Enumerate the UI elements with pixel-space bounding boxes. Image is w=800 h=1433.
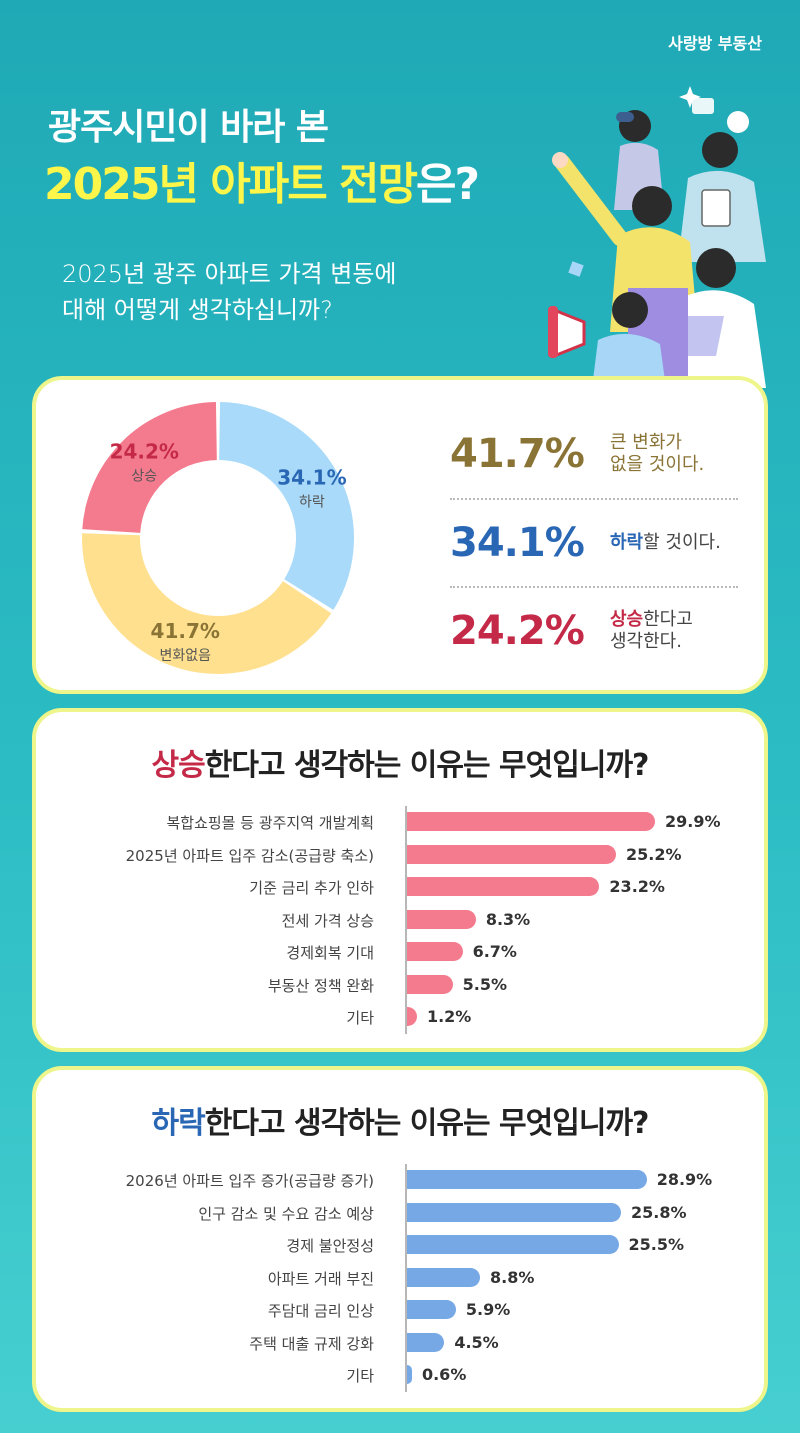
rise-bar — [407, 974, 453, 994]
fall-title-rest: 한다고 생각하는 이유는 무엇입니까? — [204, 1106, 650, 1141]
legend-row-fall: 34.1% 하락할 것이다. — [450, 498, 738, 586]
legend-text-rise: 상승한다고 생각한다. — [610, 609, 693, 652]
rise-title-highlight: 상승 — [151, 748, 206, 783]
rise-category-label: 복합쇼핑몰 등 광주지역 개발계획 — [166, 814, 374, 832]
rise-axis-line — [405, 806, 407, 1034]
rise-value-label: 25.2% — [626, 844, 682, 864]
fall-axis-line — [405, 1164, 407, 1392]
donut-value-nochange: 41.7% — [151, 619, 220, 643]
rise-bar-row: 부동산 정책 완화 5.5% — [36, 969, 764, 1002]
fall-title-highlight: 하락 — [151, 1106, 206, 1141]
rise-reasons-bar-chart: 복합쇼핑몰 등 광주지역 개발계획 29.9% 2025년 아파트 입주 감소(공급… — [36, 806, 764, 1034]
rise-value-label: 5.5% — [462, 974, 507, 994]
fall-bar — [407, 1300, 456, 1319]
fall-value-label: 28.9% — [656, 1170, 713, 1189]
rise-category-label: 전세 가격 상승 — [281, 911, 374, 930]
rise-bar — [407, 942, 463, 961]
rise-reasons-card: 상승한다고 생각하는 이유는 무엇입니까? 복합쇼핑몰 등 광주지역 개발계획 2… — [32, 708, 768, 1052]
title-highlight: 2025년 아파트 전망 — [44, 159, 418, 210]
fall-value-label: 25.8% — [630, 1202, 687, 1222]
legend-text-fall: 하락할 것이다. — [610, 532, 721, 553]
donut-value-rise: 24.2% — [110, 439, 179, 463]
rise-bar — [407, 1007, 417, 1026]
fall-bar-row: 주택 대출 규제 강화 4.5% — [36, 1327, 764, 1360]
fall-reasons-bar-chart: 2026년 아파트 입주 증가(공급량 증가) 28.9% 인구 감소 및 수요 감… — [36, 1164, 764, 1392]
fall-bar-row: 경제 불안정성 25.5% — [36, 1229, 764, 1262]
fall-value-label: 25.5% — [628, 1235, 685, 1254]
title-line-1: 광주시민이 바라 본 — [48, 107, 329, 148]
people-illustration — [548, 86, 766, 388]
legend-pct-fall: 34.1% — [450, 520, 585, 566]
rise-category-label: 기타 — [346, 1009, 374, 1027]
rise-reasons-title: 상승한다고 생각하는 이유는 무엇입니까? — [36, 740, 764, 784]
fall-bar — [407, 1170, 647, 1189]
fall-reasons-title: 하락한다고 생각하는 이유는 무엇입니까? — [36, 1098, 764, 1142]
donut-slice-nochange — [81, 533, 332, 674]
donut-label-rise: 상승 — [131, 468, 157, 484]
price-change-card: 34.1% 하락 41.7% 변화없음 24.2% 상승 41.7% 큰 변화가 없을 것이다… — [32, 376, 768, 694]
legend-pct-rise: 24.2% — [450, 608, 585, 654]
question-line-2: 대해 어떻게 생각하십니까? — [62, 296, 333, 324]
rise-category-label: 2025년 아파트 입주 감소(공급량 축소) — [125, 846, 374, 865]
rise-value-label: 1.2% — [426, 1007, 472, 1026]
fall-bar — [407, 1202, 621, 1222]
survey-question: 2025년 광주 아파트 가격 변동에 대해 어떻게 생각하십니까? — [62, 256, 522, 328]
donut-label-fall: 하락 — [299, 495, 325, 511]
legend-row-nochange: 41.7% 큰 변화가 없을 것이다. — [450, 410, 738, 498]
rise-bar-row: 경제회복 기대 6.7% — [36, 936, 764, 969]
fall-category-label: 아파트 거래 부진 — [267, 1269, 374, 1288]
price-change-donut-chart: 34.1% 하락 41.7% 변화없음 24.2% 상승 — [81, 402, 355, 674]
question-line-1: 2025년 광주 아파트 가격 변동에 — [62, 260, 397, 288]
fall-reasons-card: 하락한다고 생각하는 이유는 무엇입니까? 2026년 아파트 입주 증가(공급… — [32, 1066, 768, 1412]
rise-value-label: 8.3% — [485, 909, 531, 929]
fall-bar-row: 주담대 금리 인상 5.9% — [36, 1294, 764, 1327]
rise-bar-row: 기타 1.2% — [36, 1001, 764, 1034]
legend-pct-nochange: 41.7% — [450, 431, 585, 477]
donut-label-nochange: 변화없음 — [159, 648, 211, 664]
rise-value-label: 6.7% — [472, 942, 517, 961]
title-suffix: 은? — [415, 159, 480, 210]
rise-bar-row: 복합쇼핑몰 등 광주지역 개발계획 29.9% — [36, 806, 764, 839]
rise-bar — [407, 812, 655, 831]
fall-bar-row: 인구 감소 및 수요 감소 예상 25.8% — [36, 1197, 764, 1230]
fall-value-label: 5.9% — [465, 1300, 511, 1319]
rise-title-rest: 한다고 생각하는 이유는 무엇입니까? — [204, 748, 650, 783]
fall-bar-row: 2026년 아파트 입주 증가(공급량 증가) 28.9% — [36, 1164, 764, 1197]
fall-category-label: 주담대 금리 인상 — [267, 1302, 374, 1320]
fall-bar — [407, 1332, 445, 1352]
rise-bar — [407, 844, 617, 864]
fall-bar — [407, 1235, 619, 1254]
rise-bar-row: 기준 금리 추가 인하 23.2% — [36, 871, 764, 904]
fall-value-label: 4.5% — [454, 1332, 499, 1352]
fall-bar — [407, 1365, 412, 1384]
fall-bar — [407, 1267, 480, 1287]
rise-category-label: 부동산 정책 완화 — [267, 976, 374, 995]
rise-value-label: 29.9% — [665, 812, 721, 831]
rise-value-label: 23.2% — [609, 877, 665, 896]
rise-bar-row: 전세 가격 상승 8.3% — [36, 904, 764, 937]
rise-bar — [407, 877, 600, 896]
donut-slice-rise — [82, 402, 217, 533]
legend-row-rise: 24.2% 상승한다고 생각한다. — [450, 586, 738, 674]
rise-bar-row: 2025년 아파트 입주 감소(공급량 축소) 25.2% — [36, 839, 764, 872]
fall-category-label: 인구 감소 및 수요 감소 예상 — [198, 1204, 374, 1223]
fall-category-label: 경제 불안정성 — [286, 1237, 374, 1255]
donut-legend: 41.7% 큰 변화가 없을 것이다. 34.1% 하락할 것이다. 24.2% 상승한다고… — [450, 410, 738, 674]
donut-slice-fall — [219, 402, 355, 610]
donut-value-fall: 34.1% — [277, 466, 346, 490]
legend-text-nochange: 큰 변화가 없을 것이다. — [610, 432, 705, 475]
title-line-2: 2025년 아파트 전망은? — [44, 148, 480, 212]
rise-category-label: 기준 금리 추가 인하 — [249, 879, 374, 897]
brand-logo: 사랑방 부동산 — [668, 34, 762, 53]
fall-value-label: 0.6% — [421, 1365, 467, 1384]
fall-value-label: 8.8% — [489, 1267, 535, 1287]
fall-category-label: 2026년 아파트 입주 증가(공급량 증가) — [125, 1172, 374, 1190]
rise-category-label: 경제회복 기대 — [286, 944, 374, 962]
fall-category-label: 주택 대출 규제 강화 — [249, 1334, 374, 1353]
rise-bar — [407, 909, 476, 929]
fall-bar-row: 기타 0.6% — [36, 1359, 764, 1392]
fall-bar-row: 아파트 거래 부진 8.8% — [36, 1262, 764, 1295]
fall-category-label: 기타 — [346, 1367, 374, 1385]
